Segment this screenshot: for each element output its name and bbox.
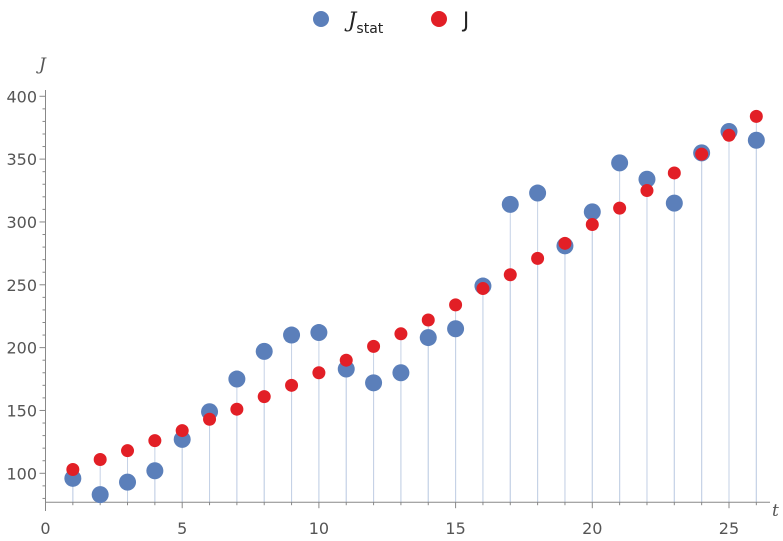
point-j-stat: [392, 364, 410, 382]
y-tick-label: 300: [6, 213, 37, 232]
point-j: [230, 402, 244, 416]
point-j: [312, 366, 326, 380]
legend: Jstat J: [313, 8, 469, 37]
y-tick-label: 200: [6, 339, 37, 358]
y-tick-label: 400: [6, 87, 37, 106]
point-j: [667, 166, 681, 180]
point-j: [531, 251, 545, 265]
x-axis-label: t: [772, 501, 779, 521]
legend-marker-j: [431, 11, 447, 27]
point-j: [121, 444, 135, 458]
x-tick-label: 20: [582, 519, 602, 538]
point-j-stat: [228, 370, 246, 388]
y-tick-label: 250: [6, 276, 37, 295]
point-j: [394, 327, 408, 341]
point-j-stat: [283, 326, 301, 344]
point-j-stat: [146, 462, 164, 480]
stems: [72, 116, 757, 503]
point-j: [585, 217, 599, 231]
point-j: [93, 452, 107, 466]
point-j: [558, 236, 572, 250]
point-j: [476, 282, 490, 296]
point-j: [175, 424, 189, 438]
point-j: [722, 128, 736, 142]
point-j-stat: [529, 184, 547, 202]
point-j-stat: [419, 329, 437, 347]
x-tick-label: 25: [719, 519, 739, 538]
data-points: [64, 109, 765, 504]
point-j-stat: [447, 320, 465, 338]
axes: 0 5 10 15 20 25 100 150 200 250 300 350 400: [6, 87, 770, 538]
y-axis-label: J: [36, 55, 47, 75]
x-tick-label: 10: [309, 519, 329, 538]
x-tick-label: 5: [177, 519, 187, 538]
legend-label-j: J: [461, 8, 469, 32]
point-j: [613, 201, 627, 215]
x-tick-label: 15: [445, 519, 465, 538]
legend-label-j-stat: Jstat: [344, 8, 384, 37]
point-j-stat: [91, 486, 109, 504]
point-j-stat: [501, 195, 519, 213]
point-j-stat: [747, 131, 765, 149]
point-j: [749, 109, 763, 123]
point-j: [257, 390, 271, 404]
point-j: [640, 184, 654, 198]
point-j: [148, 434, 162, 448]
y-tick-label: 100: [6, 464, 37, 483]
y-tick-label: 150: [6, 401, 37, 420]
point-j: [449, 298, 463, 312]
point-j: [421, 313, 435, 327]
point-j-stat: [310, 324, 328, 342]
point-j: [203, 412, 217, 426]
y-tick-label: 350: [6, 150, 37, 169]
point-j: [339, 353, 353, 367]
point-j-stat: [583, 203, 601, 221]
legend-marker-j-stat: [313, 11, 329, 27]
point-j: [695, 147, 709, 161]
point-j-stat: [119, 473, 137, 491]
point-j: [367, 339, 381, 353]
point-j-stat: [611, 154, 629, 172]
point-j: [503, 268, 517, 282]
point-j-stat: [365, 374, 383, 392]
point-j: [285, 378, 299, 392]
point-j-stat: [665, 194, 683, 212]
x-tick-label: 0: [40, 519, 50, 538]
point-j: [66, 463, 80, 477]
point-j-stat: [255, 342, 273, 360]
point-j-stat: [638, 170, 656, 188]
